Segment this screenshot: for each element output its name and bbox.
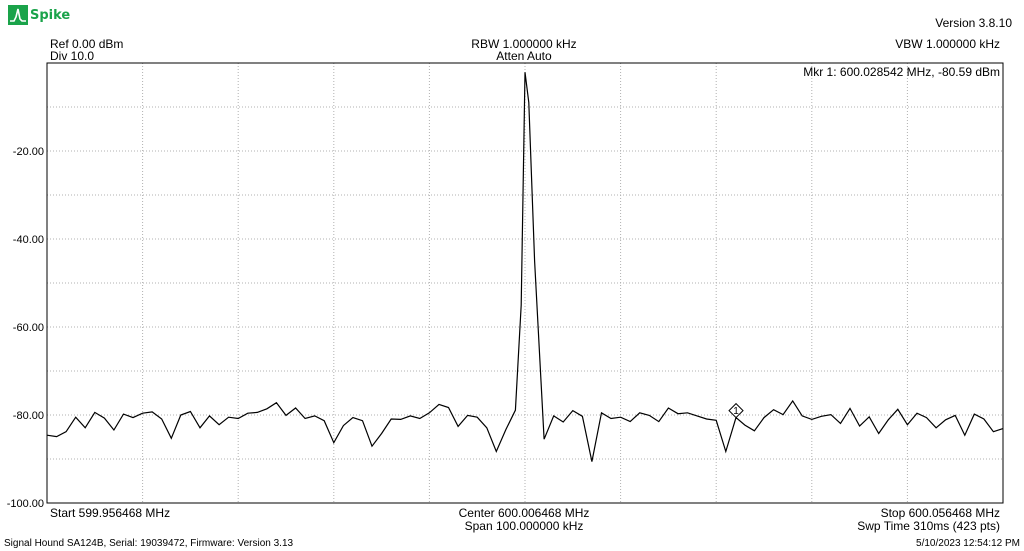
stop-frequency[interactable]: Stop 600.056468 MHz bbox=[880, 506, 1000, 520]
timestamp: 5/10/2023 12:54:12 PM bbox=[916, 538, 1020, 549]
atten-label[interactable]: Atten Auto bbox=[496, 49, 552, 63]
spectrum-trace bbox=[46, 72, 1004, 462]
device-info: Signal Hound SA124B, Serial: 19039472, F… bbox=[4, 538, 294, 549]
y-tick-label: -60.00 bbox=[13, 322, 44, 334]
y-tick-label: -100.00 bbox=[7, 498, 44, 510]
version-label: Version 3.8.10 bbox=[935, 16, 1012, 30]
marker-diamond[interactable] bbox=[728, 402, 744, 419]
marker-1[interactable]: 1 bbox=[728, 402, 744, 419]
app-logo: Spike bbox=[8, 4, 70, 26]
vbw-label[interactable]: VBW 1.000000 kHz bbox=[895, 37, 1000, 51]
y-tick-label: -40.00 bbox=[13, 234, 44, 246]
rbw-label[interactable]: RBW 1.000000 kHz bbox=[471, 37, 577, 51]
marker-readout: Mkr 1: 600.028542 MHz, -80.59 dBm bbox=[803, 65, 1000, 79]
marker-label: 1 bbox=[733, 406, 739, 417]
center-frequency[interactable]: Center 600.006468 MHz bbox=[458, 506, 590, 520]
spike-logo-icon bbox=[8, 5, 28, 25]
start-frequency[interactable]: Start 599.956468 MHz bbox=[50, 506, 171, 520]
ref-level[interactable]: Ref 0.00 dBm bbox=[50, 37, 124, 51]
y-tick-label: -80.00 bbox=[13, 410, 44, 422]
sweep-time: Swp Time 310ms (423 pts) bbox=[857, 519, 1000, 533]
plot-frame bbox=[46, 62, 1004, 504]
y-tick-label: -20.00 bbox=[13, 146, 44, 158]
app-name: Spike bbox=[30, 7, 71, 23]
span-label[interactable]: Span 100.000000 kHz bbox=[464, 519, 584, 533]
plot-grid bbox=[47, 63, 1003, 503]
div-scale[interactable]: Div 10.0 bbox=[50, 49, 95, 63]
y-axis-tick-labels: -20.00 -40.00 -60.00 -80.00 -100.00 bbox=[7, 146, 44, 510]
